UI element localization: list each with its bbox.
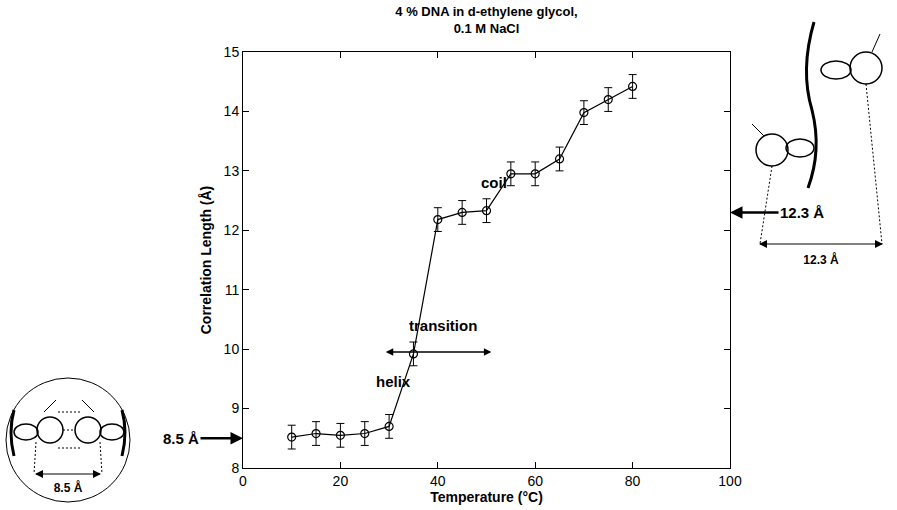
svg-text:15: 15 [224, 44, 240, 60]
svg-text:12: 12 [224, 222, 240, 238]
svg-text:11: 11 [225, 282, 240, 298]
svg-text:20: 20 [333, 473, 349, 489]
svg-text:100: 100 [718, 473, 742, 489]
svg-text:9: 9 [231, 400, 239, 416]
svg-text:40: 40 [430, 473, 446, 489]
svg-text:80: 80 [625, 473, 641, 489]
svg-text:10: 10 [224, 341, 240, 357]
svg-text:60: 60 [527, 473, 543, 489]
svg-text:8.5 Å: 8.5 Å [54, 480, 83, 495]
svg-text:8: 8 [231, 460, 239, 476]
svg-text:13: 13 [224, 163, 240, 179]
svg-text:Temperature (°C): Temperature (°C) [430, 489, 543, 505]
svg-text:transition: transition [409, 317, 477, 334]
svg-text:14: 14 [224, 103, 240, 119]
svg-text:Correlation Length (Å): Correlation Length (Å) [198, 186, 214, 335]
svg-text:0: 0 [239, 473, 247, 489]
svg-text:12.3 Å: 12.3 Å [780, 204, 824, 221]
svg-text:12.3 Å: 12.3 Å [803, 252, 839, 267]
svg-text:8.5 Å: 8.5 Å [163, 430, 199, 447]
svg-text:helix: helix [376, 373, 411, 390]
svg-text:4 % DNA in d-ethylene glycol,0: 4 % DNA in d-ethylene glycol,0.1 M NaCl [395, 4, 577, 36]
svg-text:coil: coil [481, 174, 507, 191]
